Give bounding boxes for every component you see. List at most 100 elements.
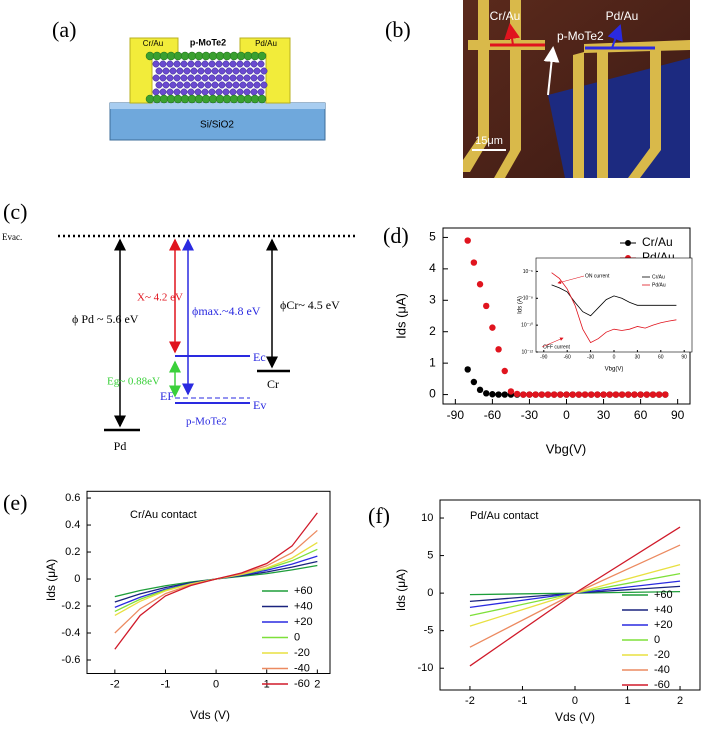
atom — [260, 81, 268, 89]
channel-label: p-MoTe2 — [557, 29, 604, 43]
x-tick-label: 30 — [597, 408, 611, 422]
data-point — [655, 391, 663, 398]
x-tick-label: 2 — [677, 695, 683, 707]
y-tick-label: 0.6 — [65, 492, 80, 504]
x-tick-label: 60 — [634, 408, 648, 422]
data-point — [464, 366, 471, 373]
atom — [187, 60, 195, 68]
x-tick-label: 0 — [613, 354, 616, 360]
data-point — [631, 391, 638, 398]
electrode — [597, 46, 608, 178]
legend-label: Cr/Au — [652, 274, 665, 280]
data-point — [483, 302, 490, 310]
legend-label: -60 — [654, 679, 670, 691]
series-line — [551, 272, 677, 344]
x-tick-label: 0 — [572, 695, 578, 707]
y-tick-label: -10 — [417, 662, 433, 674]
x-tick-label: -1 — [518, 695, 528, 707]
atom — [159, 88, 167, 96]
plot-frame — [86, 490, 331, 674]
atom — [155, 81, 163, 89]
metal-label: Pd — [114, 439, 127, 453]
plot-frame — [439, 499, 701, 691]
atom — [166, 74, 174, 82]
data-point — [507, 388, 515, 395]
electrode — [573, 52, 584, 178]
y-tick-label: 2 — [429, 324, 436, 338]
atom — [236, 88, 244, 96]
legend-label: +20 — [654, 619, 673, 631]
atom — [155, 67, 163, 75]
level-label: Ec — [253, 350, 266, 364]
atom — [250, 60, 258, 68]
data-point — [594, 391, 601, 398]
atom — [222, 88, 230, 96]
legend-label: -60 — [294, 678, 310, 690]
x-tick-label: -90 — [447, 408, 465, 422]
x-axis-label: Vbg(V) — [546, 441, 586, 456]
legend-label: -40 — [654, 664, 670, 676]
panel-label: (e) — [3, 490, 27, 515]
x-tick-label: 90 — [681, 354, 687, 360]
y-tick-label: 0 — [427, 587, 433, 599]
y-tick-label: 1 — [429, 355, 436, 369]
y-tick-label: 10⁻¹² — [521, 349, 533, 355]
atom — [232, 81, 240, 89]
atom — [176, 81, 184, 89]
series-line — [469, 563, 681, 627]
level-label: EF — [160, 389, 174, 403]
data-point — [520, 391, 527, 398]
series-line — [114, 529, 318, 634]
energy-label: ϕ Pd ~ 5.6 eV — [72, 312, 139, 326]
y-tick-label: 10 — [421, 512, 433, 524]
atom — [225, 81, 233, 89]
atom — [246, 81, 254, 89]
atom — [229, 60, 237, 68]
data-point — [470, 259, 478, 266]
atom — [222, 60, 230, 68]
series-line — [551, 284, 677, 317]
legend-label: +40 — [654, 604, 673, 616]
data-point — [532, 391, 539, 398]
atom — [152, 88, 160, 96]
atom — [257, 88, 265, 96]
level-label: Ev — [253, 398, 266, 412]
contact-label: Cr/Au — [490, 9, 521, 23]
atom — [243, 88, 251, 96]
atom — [250, 88, 258, 96]
device-schematic: Cr/Au p-MoTe2 Pd/Au Si/SiO2 — [109, 37, 326, 141]
panel-label: (f) — [368, 503, 390, 528]
annotation: Cr/Au contact — [130, 509, 197, 521]
annotation: ON current — [585, 273, 610, 279]
panel-label: (d) — [383, 223, 409, 248]
x-tick-label: 30 — [635, 354, 641, 360]
data-point — [600, 391, 607, 398]
atom — [187, 88, 195, 96]
atom — [204, 81, 212, 89]
y-tick-label: 4 — [429, 261, 436, 275]
y-tick-label: 0 — [74, 573, 80, 585]
atom — [173, 88, 181, 96]
micrograph: Cr/Au p-MoTe2 Pd/Au 15μm — [463, 0, 690, 178]
atom — [159, 60, 167, 68]
atom — [162, 67, 170, 75]
x-tick-label: -60 — [484, 408, 502, 422]
atom — [183, 81, 191, 89]
y-tick-label: -0.2 — [61, 600, 80, 612]
y-tick-label: 10⁻⁶ — [523, 269, 533, 275]
energy-label: X~ 4.2 eV — [137, 292, 183, 304]
atom — [211, 67, 219, 75]
atom — [215, 74, 223, 82]
material-label: p-MoTe2 — [186, 416, 227, 428]
x-axis-label: Vds (V) — [190, 708, 230, 722]
panel-label: (a) — [52, 17, 76, 42]
atom — [194, 88, 202, 96]
y-tick-label: 0 — [429, 387, 436, 401]
chart: -90 -60 -30 0 30 60 90 0 1 2 3 4 5 Vbg(V) Ids (μA) Cr/A… — [393, 227, 691, 456]
x-tick-label: -60 — [564, 354, 571, 360]
data-point — [489, 324, 496, 331]
x-tick-label: -90 — [540, 354, 547, 360]
arrow — [543, 46, 560, 96]
atom — [236, 74, 244, 82]
y-axis-label: Ids (A) — [518, 296, 524, 314]
